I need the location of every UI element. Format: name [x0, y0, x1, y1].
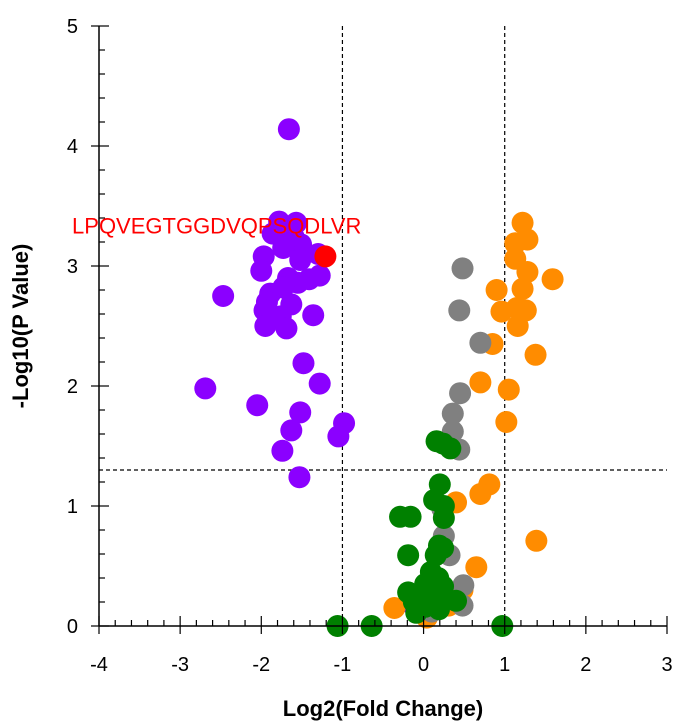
data-point [506, 315, 529, 337]
data-point [424, 544, 447, 567]
data-point [194, 377, 217, 400]
data-point [451, 257, 474, 280]
annotation-label: LPQVEGTGGDVQPSQDLVR [72, 213, 361, 238]
data-point [314, 245, 337, 268]
axes [98, 26, 667, 627]
data-point [397, 544, 420, 567]
data-point [399, 505, 422, 528]
data-point [516, 261, 539, 283]
data-point [469, 483, 492, 505]
data-point [292, 352, 315, 375]
data-point [405, 601, 428, 624]
data-point [469, 331, 492, 354]
data-point [490, 300, 513, 323]
y-tick-label: 4 [67, 136, 78, 158]
data-point [427, 598, 450, 621]
tick-marks [91, 25, 668, 634]
x-tick-label: -1 [334, 654, 352, 676]
data-point [516, 228, 539, 251]
x-tick-label: 1 [499, 654, 510, 676]
x-tick-label: 2 [580, 654, 591, 676]
y-tick-label: 5 [67, 16, 78, 38]
data-point [289, 249, 312, 271]
x-tick-label: -4 [90, 654, 108, 676]
y-tick-label: 2 [67, 376, 78, 398]
data-point [254, 315, 277, 337]
data-point [277, 118, 300, 141]
data-point [495, 411, 518, 433]
data-point [511, 211, 534, 234]
data-point [449, 382, 472, 405]
data-point [302, 304, 325, 327]
data-point [327, 425, 350, 448]
data-point [250, 259, 273, 282]
data-point [525, 529, 548, 552]
y-axis-title: -Log10(P Value) [8, 244, 33, 409]
data-point [485, 279, 508, 301]
data-point [432, 507, 455, 529]
data-point [275, 317, 298, 340]
tick-labels: -4 -3 -2 -1 0 1 2 3 0 1 2 3 4 5 [67, 16, 673, 676]
data-point [511, 277, 534, 300]
y-tick-label: 3 [67, 256, 78, 278]
x-tick-label: 3 [661, 654, 672, 676]
data-point [445, 589, 468, 612]
threshold-lines [99, 26, 667, 626]
y-tick-label: 0 [67, 616, 78, 638]
data-point [439, 437, 462, 460]
data-point [383, 597, 406, 619]
data-point [289, 401, 312, 424]
data-point [298, 268, 321, 291]
data-point [288, 466, 311, 489]
data-point [212, 285, 235, 307]
y-tick-label: 1 [67, 496, 78, 518]
data-point [541, 268, 564, 291]
data-point [280, 419, 303, 442]
x-tick-label: 0 [418, 654, 429, 676]
data-point [448, 299, 471, 322]
data-point [524, 343, 547, 366]
data-point [272, 237, 295, 259]
data-point [246, 394, 269, 417]
data-point [308, 372, 331, 395]
x-tick-label: -2 [252, 654, 270, 676]
x-axis-title: Log2(Fold Change) [283, 696, 483, 721]
x-tick-label: -3 [171, 654, 189, 676]
data-point [271, 439, 294, 462]
data-point [497, 378, 520, 401]
data-point [441, 402, 464, 425]
data-point [469, 371, 492, 394]
data-point [290, 233, 313, 256]
data-point [465, 556, 488, 579]
data-points [194, 118, 564, 637]
